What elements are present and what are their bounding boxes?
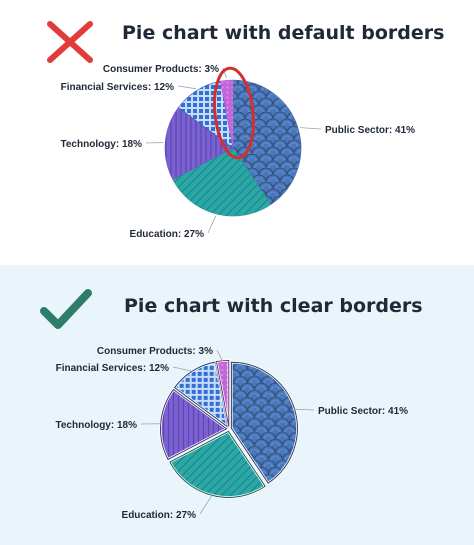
default-borders-panel: Pie chart with default borders Public Se… xyxy=(0,0,474,265)
slice-label-consumer-products: Consumer Products: 3% xyxy=(103,64,219,75)
chart-title-clear: Pie chart with clear borders xyxy=(124,295,423,317)
leader-line xyxy=(177,85,196,90)
slice-label-technology: Technology: 18% xyxy=(56,420,138,431)
leader-line xyxy=(199,494,213,515)
pie-slice-technology xyxy=(164,107,234,180)
slice-label-consumer-products: Consumer Products: 3% xyxy=(97,346,213,357)
slice-label-public-sector: Public Sector: 41% xyxy=(318,406,408,417)
green-check-icon xyxy=(38,285,94,338)
leader-line xyxy=(294,408,315,411)
slice-label-financial-services: Financial Services: 12% xyxy=(56,363,170,374)
leader-line xyxy=(216,349,224,362)
pie-chart-default-borders: Public Sector: 41% Education: 27% Technolo… xyxy=(61,64,416,240)
pie-slice-consumer-products xyxy=(220,79,234,149)
slice-label-education: Education: 27% xyxy=(122,510,197,521)
highlight-ring xyxy=(213,66,255,160)
slice-label-education: Education: 27% xyxy=(130,229,205,240)
slice-label-public-sector: Public Sector: 41% xyxy=(325,125,415,136)
pie-slice-education xyxy=(172,147,272,217)
chart-title-default: Pie chart with default borders xyxy=(122,22,445,44)
leader-line xyxy=(207,215,217,234)
slice-label-financial-services: Financial Services: 12% xyxy=(61,82,175,93)
pie-chart-clear-borders: Public Sector: 41% Education: 27% Technolo… xyxy=(56,346,409,521)
slice-label-technology: Technology: 18% xyxy=(61,139,143,150)
leader-line xyxy=(299,127,322,130)
red-x-icon xyxy=(44,18,96,71)
pie-slice-public-sector xyxy=(232,79,302,205)
leader-line xyxy=(172,366,193,372)
clear-borders-panel: Pie chart with clear borders Public Sect… xyxy=(0,265,474,545)
